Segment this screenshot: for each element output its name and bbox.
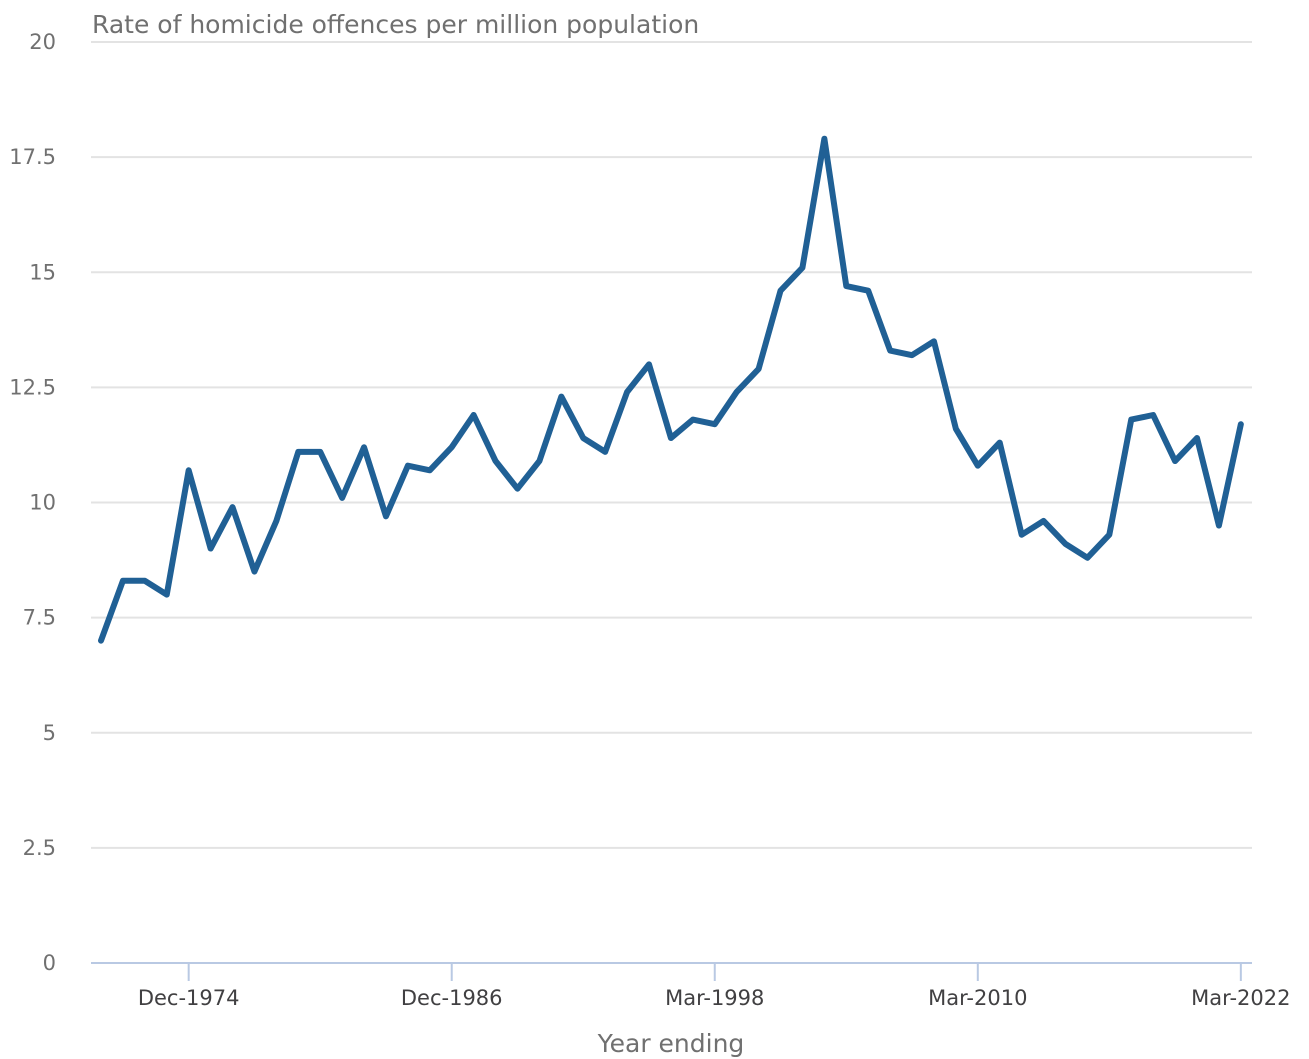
y-tick-label: 5 <box>43 721 56 745</box>
y-tick-label: 15 <box>29 260 56 284</box>
y-tick-label: 12.5 <box>9 375 56 399</box>
y-tick-label: 7.5 <box>23 606 56 630</box>
series-line <box>98 135 1244 644</box>
chart-title: Rate of homicide offences per million po… <box>92 10 699 39</box>
x-axis-ticks: Dec-1974 Dec-1986 Mar-1998 Mar-2010 Mar-2022 <box>138 963 1290 1010</box>
x-tick-label: Dec-1986 <box>401 986 503 1010</box>
y-tick-label: 0 <box>43 951 56 975</box>
x-tick-label: Mar-2022 <box>1191 986 1290 1010</box>
y-axis-ticks: 0 2.5 5 7.5 10 12.5 15 17.5 20 <box>9 30 56 975</box>
x-tick-label: Mar-2010 <box>928 986 1027 1010</box>
y-tick-label: 20 <box>29 30 56 54</box>
x-tick-label: Dec-1974 <box>138 986 240 1010</box>
gridlines <box>91 41 1252 849</box>
x-axis-label: Year ending <box>597 1029 745 1058</box>
y-tick-label: 2.5 <box>23 836 56 860</box>
y-tick-label: 17.5 <box>9 145 56 169</box>
x-tick-label: Mar-1998 <box>665 986 764 1010</box>
y-tick-label: 10 <box>29 491 56 515</box>
series-layer <box>98 135 1244 644</box>
